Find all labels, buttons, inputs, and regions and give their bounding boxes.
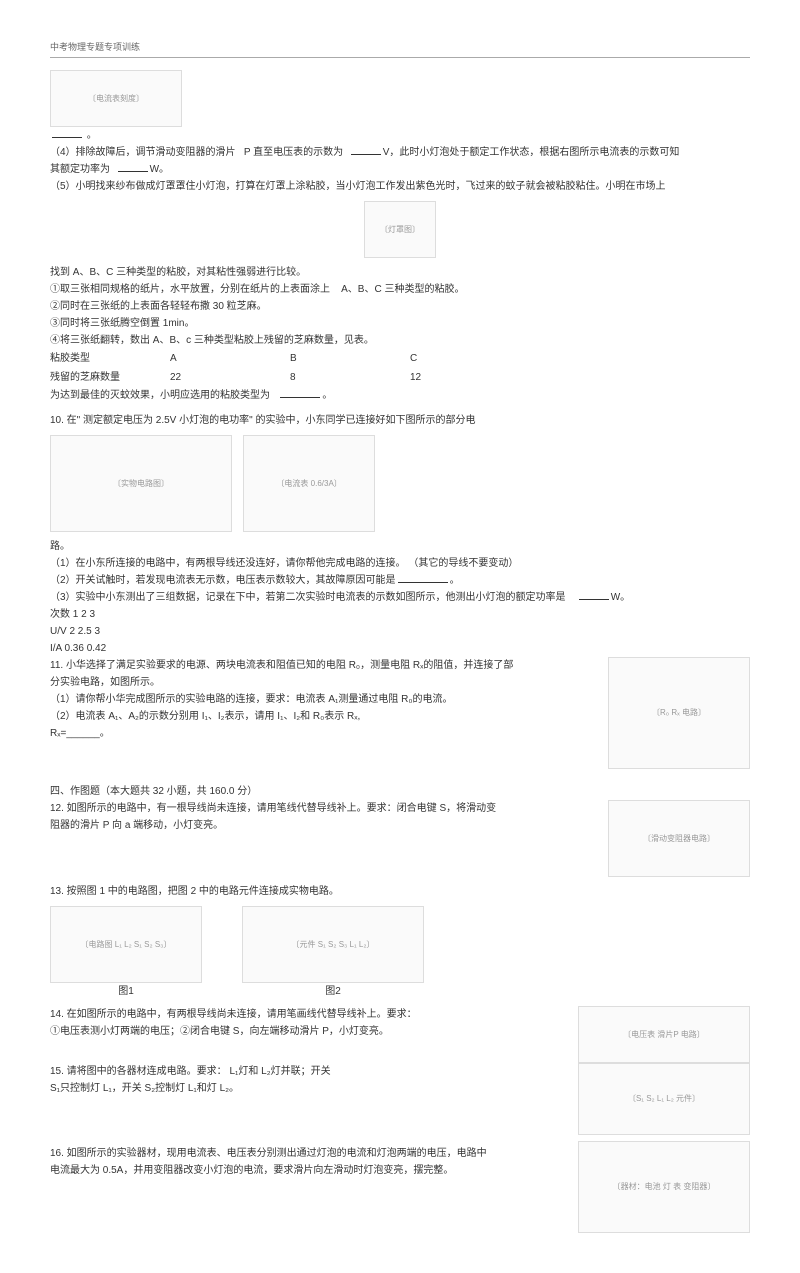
q10-s3a: （3）实验中小东测出了三组数据，记录在下中，若第二次实验时电流表的示数如图所示，… — [50, 592, 566, 603]
q5b-l2: ②同时在三张纸的上表面各轻轻布撒 30 粒芝麻。 — [50, 298, 750, 315]
th-a: A — [170, 349, 290, 368]
th-c: C — [410, 349, 530, 368]
circuit-img-10a: 〔实物电路图〕 — [50, 435, 232, 532]
ammeter-img-10b: 〔电流表 0.6/3A〕 — [243, 435, 375, 532]
q10-s2: （2）开关试触时，若发现电流表无示数，电压表示数较大，其故障原因可能是 — [50, 575, 396, 586]
q4-p1: （4）排除故障后，调节滑动变阻器的滑片 — [50, 147, 236, 158]
q13: 13. 按照图 1 中的电路图，把图 2 中的电路元件连接成实物电路。 — [50, 883, 750, 900]
q5b-l1a: ①取三张相同规格的纸片，水平放置，分别在纸片的上表面涂上 — [50, 284, 330, 295]
q4-p2: P 直至电压表的示数为 — [244, 147, 343, 158]
q4-p3: V，此时小灯泡处于额定工作状态，根据右图所示电流表的示数可知 — [383, 147, 680, 158]
tr-label: 残留的芝麻数量 — [50, 368, 170, 387]
circuit-img-16: 〔器材：电池 灯 表 变阻器〕 — [578, 1141, 750, 1233]
t10-i: I/A 0.36 0.42 — [50, 640, 750, 657]
q5c-a: 为达到最佳的灭蚊效果，小明应选用的粘胶类型为 — [50, 390, 270, 401]
lamp-cover-img: 〔灯罩图〕 — [364, 201, 436, 258]
circuit-img-11: 〔R₀ Rₓ 电路〕 — [608, 657, 750, 769]
section-4-title: 四、作图题（本大题共 32 小题，共 160.0 分） — [50, 783, 750, 800]
fig2-img: 〔元件 S₁ S₂ S₃ L₁ L₂〕 — [242, 906, 424, 983]
circuit-img-15: 〔S₁ S₂ L₁ L₂ 元件〕 — [578, 1063, 750, 1135]
q5-text: （5）小明找来纱布做成灯罩罩住小灯泡，打算在灯罩上涂粘胶，当小灯泡工作发出紫色光… — [50, 178, 750, 195]
q5b-l4: ④将三张纸翻转，数出 A、B、c 三种类型粘胶上残留的芝麻数量，见表。 — [50, 332, 750, 349]
tr-c: 12 — [410, 368, 530, 387]
q5c-b: 。 — [322, 390, 332, 401]
tr-a: 22 — [170, 368, 290, 387]
fig2-label: 图2 — [242, 983, 424, 1000]
fig1-img: 〔电路图 L₁ L₂ S₁ S₂ S₃〕 — [50, 906, 202, 983]
q10-head: 10. 在" 测定额定电压为 2.5V 小灯泡的电功率" 的实验中，小东同学已连… — [50, 412, 750, 429]
q10-s3b: W。 — [611, 592, 630, 603]
th-b: B — [290, 349, 410, 368]
circuit-img-14: 〔电压表 滑片P 电路〕 — [578, 1006, 750, 1063]
glue-table-row: 残留的芝麻数量 22 8 12 — [50, 368, 750, 387]
page-header: 中考物理专题专项训练 — [50, 40, 750, 58]
q4-p5: W。 — [150, 164, 169, 175]
q5b-a: 找到 A、B、C 三种类型的粘胶，对其粘性强弱进行比较。 — [50, 264, 750, 281]
th-type: 粘胶类型 — [50, 349, 170, 368]
q4-text: （4）排除故障后，调节滑动变阻器的滑片 P 直至电压表的示数为 V，此时小灯泡处… — [50, 144, 750, 161]
meter-img: 〔电流表刻度〕 — [50, 70, 182, 127]
glue-table-header: 粘胶类型 A B C — [50, 349, 750, 368]
q4-p4: 其额定功率为 — [50, 164, 110, 175]
q10-s1: （1）在小东所连接的电路中，有两根导线还没连好，请你帮他完成电路的连接。 （其它… — [50, 555, 750, 572]
q10-tail: 路。 — [50, 538, 750, 555]
t10-u: U/V 2 2.5 3 — [50, 623, 750, 640]
q5b-l3: ③同时将三张纸腾空倒置 1min。 — [50, 315, 750, 332]
t10-h: 次数 1 2 3 — [50, 606, 750, 623]
circuit-img-12: 〔滑动变阻器电路〕 — [608, 800, 750, 877]
q5b-l1b: A、B、C 三种类型的粘胶。 — [341, 284, 464, 295]
tr-b: 8 — [290, 368, 410, 387]
fig1-label: 图1 — [50, 983, 202, 1000]
